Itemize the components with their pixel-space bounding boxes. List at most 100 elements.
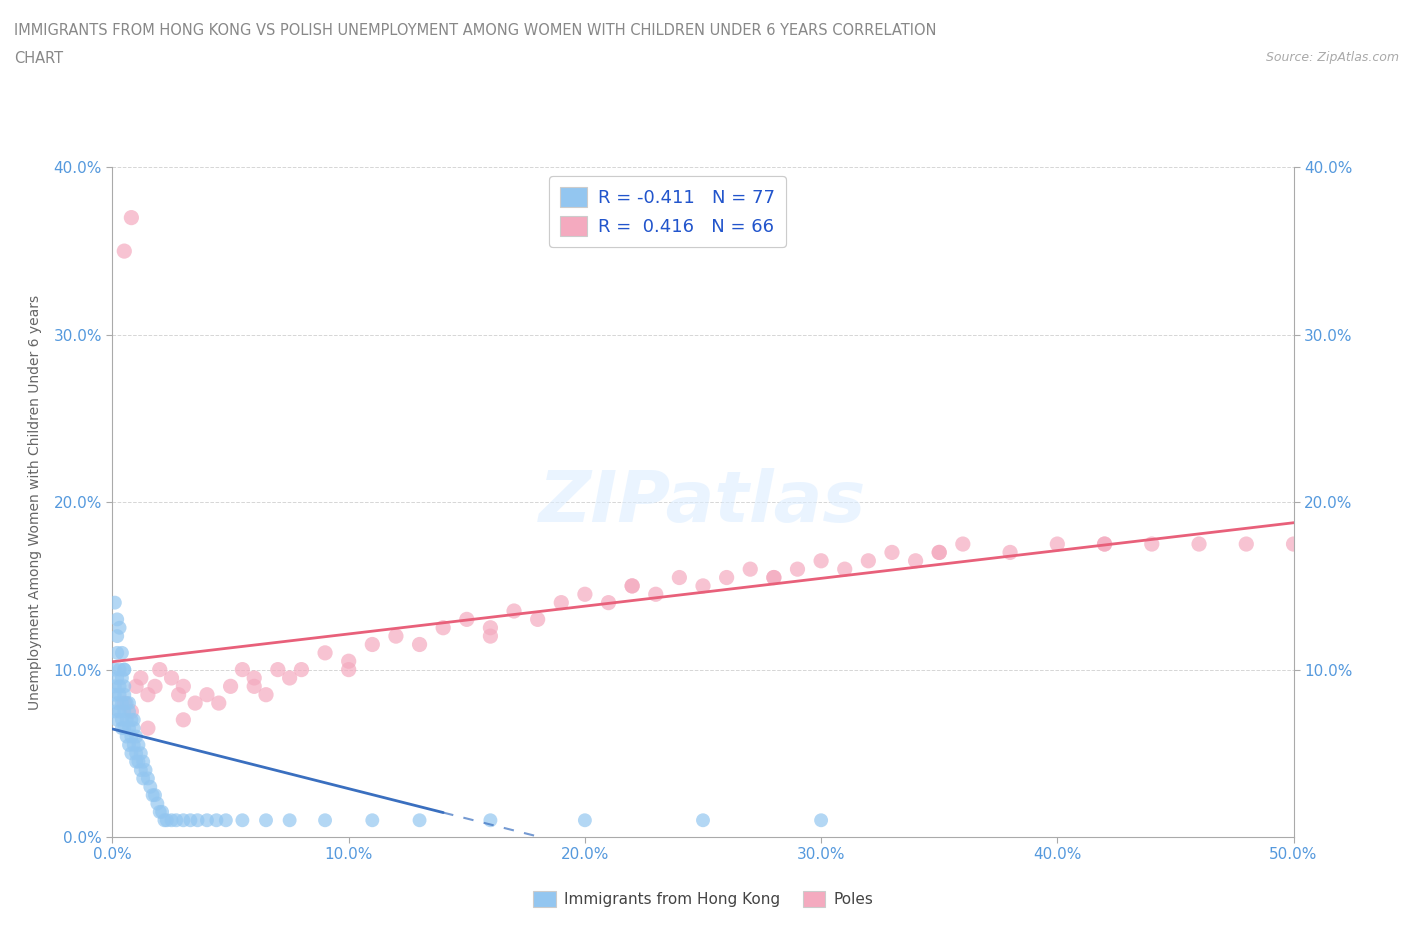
Point	[165, 813, 187, 828]
Point	[361, 637, 384, 652]
Point	[880, 545, 903, 560]
Point	[278, 813, 301, 828]
Point	[120, 712, 142, 727]
Text: CHART: CHART	[14, 51, 63, 66]
Point	[762, 570, 785, 585]
Point	[136, 771, 159, 786]
Point	[136, 687, 159, 702]
Point	[129, 763, 152, 777]
Point	[105, 696, 128, 711]
Point	[810, 553, 832, 568]
Point	[112, 679, 135, 694]
Point	[205, 813, 228, 828]
Point	[125, 746, 148, 761]
Point	[118, 737, 141, 752]
Point	[112, 244, 135, 259]
Point	[385, 629, 408, 644]
Point	[105, 671, 128, 685]
Y-axis label: Unemployment Among Women with Children Under 6 years: Unemployment Among Women with Children U…	[28, 295, 42, 710]
Point	[146, 796, 169, 811]
Point	[479, 813, 502, 828]
Point	[115, 696, 138, 711]
Legend: Immigrants from Hong Kong, Poles: Immigrants from Hong Kong, Poles	[527, 884, 879, 913]
Point	[122, 737, 145, 752]
Point	[104, 595, 127, 610]
Point	[111, 721, 134, 736]
Point	[120, 704, 142, 719]
Point	[149, 662, 172, 677]
Point	[337, 662, 360, 677]
Point	[104, 687, 127, 702]
Point	[254, 813, 277, 828]
Point	[125, 679, 148, 694]
Point	[644, 587, 666, 602]
Text: Source: ZipAtlas.com: Source: ZipAtlas.com	[1265, 51, 1399, 64]
Point	[408, 813, 430, 828]
Point	[108, 704, 131, 719]
Point	[668, 570, 690, 585]
Point	[108, 679, 131, 694]
Point	[479, 620, 502, 635]
Point	[621, 578, 644, 593]
Point	[692, 578, 714, 593]
Point	[337, 654, 360, 669]
Point	[1282, 537, 1305, 551]
Point	[105, 629, 128, 644]
Point	[122, 712, 145, 727]
Point	[108, 687, 131, 702]
Point	[112, 721, 135, 736]
Point	[1188, 537, 1211, 551]
Point	[598, 595, 620, 610]
Point	[740, 562, 762, 577]
Point	[104, 679, 127, 694]
Point	[786, 562, 808, 577]
Point	[115, 712, 138, 727]
Point	[952, 537, 974, 551]
Point	[195, 687, 218, 702]
Point	[120, 746, 142, 761]
Point	[1234, 537, 1257, 551]
Point	[172, 712, 194, 727]
Point	[108, 662, 131, 677]
Point	[254, 687, 277, 702]
Point	[208, 696, 231, 711]
Point	[314, 645, 336, 660]
Point	[231, 813, 253, 828]
Point	[172, 813, 194, 828]
Point	[129, 746, 152, 761]
Point	[136, 721, 159, 736]
Point	[621, 578, 644, 593]
Text: IMMIGRANTS FROM HONG KONG VS POLISH UNEMPLOYMENT AMONG WOMEN WITH CHILDREN UNDER: IMMIGRANTS FROM HONG KONG VS POLISH UNEM…	[14, 23, 936, 38]
Point	[172, 679, 194, 694]
Point	[132, 771, 155, 786]
Point	[243, 671, 266, 685]
Point	[112, 704, 135, 719]
Point	[118, 704, 141, 719]
Point	[111, 645, 134, 660]
Point	[167, 687, 190, 702]
Point	[550, 595, 572, 610]
Point	[112, 662, 135, 677]
Point	[118, 696, 141, 711]
Point	[139, 779, 162, 794]
Point	[150, 804, 173, 819]
Point	[526, 612, 548, 627]
Point	[112, 687, 135, 702]
Point	[127, 737, 149, 752]
Point	[179, 813, 201, 828]
Point	[574, 587, 596, 602]
Point	[104, 704, 127, 719]
Point	[408, 637, 430, 652]
Point	[503, 604, 526, 618]
Point	[111, 712, 134, 727]
Point	[716, 570, 738, 585]
Point	[998, 545, 1021, 560]
Point	[120, 729, 142, 744]
Point	[111, 671, 134, 685]
Point	[153, 813, 176, 828]
Point	[160, 671, 183, 685]
Point	[118, 721, 141, 736]
Point	[479, 629, 502, 644]
Point	[142, 788, 165, 803]
Point	[456, 612, 478, 627]
